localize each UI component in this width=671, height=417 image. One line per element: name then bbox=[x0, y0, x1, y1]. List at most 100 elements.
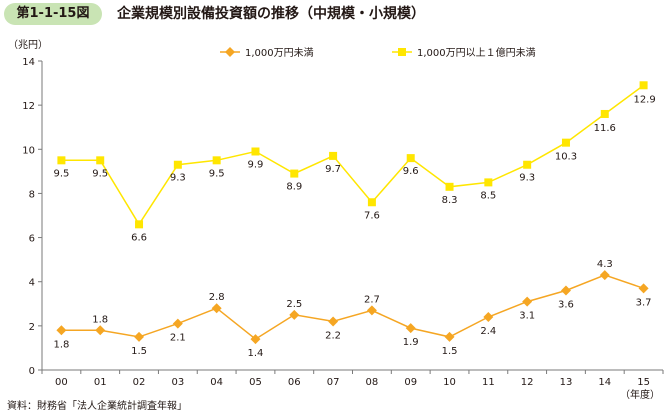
data-label: 8.3 bbox=[442, 195, 458, 206]
data-label: 2.7 bbox=[364, 294, 380, 305]
data-label: 3.1 bbox=[519, 311, 535, 322]
data-point bbox=[367, 198, 376, 207]
legend-label: 1,000万円未満 bbox=[245, 47, 314, 59]
data-label: 2.2 bbox=[325, 330, 341, 341]
data-point bbox=[638, 283, 649, 294]
x-tick-label: 00 bbox=[55, 377, 68, 388]
data-label: 6.6 bbox=[131, 232, 147, 243]
data-point bbox=[599, 270, 610, 281]
source-note: 資料：財務省「法人企業統計調査年報」 bbox=[7, 401, 187, 412]
x-tick-label: 09 bbox=[404, 377, 417, 388]
data-label: 12.9 bbox=[633, 94, 655, 105]
data-point bbox=[96, 156, 105, 165]
data-point bbox=[406, 154, 415, 163]
x-tick-label: 01 bbox=[94, 377, 107, 388]
data-point bbox=[289, 309, 300, 320]
data-label: 2.8 bbox=[209, 292, 225, 303]
legend-diamond-marker bbox=[225, 47, 235, 57]
series-2 bbox=[57, 81, 648, 229]
series-line bbox=[61, 84, 645, 226]
data-label: 3.7 bbox=[636, 297, 652, 308]
data-point bbox=[445, 182, 454, 191]
data-point bbox=[57, 156, 66, 165]
y-axis-label: （兆円） bbox=[8, 39, 48, 51]
x-tick-label: 03 bbox=[171, 377, 184, 388]
data-label: 9.3 bbox=[170, 173, 186, 184]
y-tick-label: 0 bbox=[29, 366, 35, 377]
series-line bbox=[61, 274, 644, 341]
data-label: 9.7 bbox=[325, 164, 341, 175]
data-point bbox=[483, 312, 494, 323]
x-tick-label: 15 bbox=[637, 377, 650, 388]
x-tick-label: 07 bbox=[327, 377, 340, 388]
y-tick-label: 14 bbox=[22, 57, 35, 68]
x-axis-label: （年度） bbox=[620, 388, 660, 401]
data-point bbox=[212, 156, 221, 165]
figure-number-badge: 第1-1-15図 bbox=[4, 3, 102, 25]
legend-square-marker bbox=[398, 48, 406, 56]
data-point bbox=[639, 81, 648, 90]
data-point bbox=[444, 331, 455, 342]
data-label: 1.5 bbox=[442, 346, 458, 357]
x-tick-label: 11 bbox=[482, 377, 495, 388]
data-label: 3.6 bbox=[558, 300, 574, 311]
data-point bbox=[290, 169, 299, 178]
x-tick-label: 08 bbox=[366, 377, 379, 388]
data-label: 7.6 bbox=[364, 210, 380, 221]
data-point bbox=[172, 318, 183, 329]
data-label: 1.8 bbox=[92, 314, 108, 325]
data-label: 10.3 bbox=[555, 152, 577, 163]
data-label: 9.5 bbox=[209, 168, 225, 179]
data-point bbox=[561, 138, 570, 147]
legend: 1,000万円未満 1,000万円以上１億円未満 bbox=[220, 46, 536, 59]
data-point bbox=[329, 151, 338, 160]
data-label: 1.5 bbox=[131, 346, 147, 357]
data-point bbox=[522, 296, 533, 307]
data-point bbox=[95, 325, 106, 336]
data-point bbox=[56, 325, 67, 336]
data-label: 1.8 bbox=[53, 339, 69, 350]
data-point bbox=[600, 109, 609, 118]
data-label: 4.3 bbox=[597, 259, 613, 270]
data-label: 8.5 bbox=[480, 190, 496, 201]
data-label: 9.5 bbox=[92, 168, 108, 179]
data-point bbox=[328, 316, 339, 327]
y-tick-label: 8 bbox=[29, 189, 35, 200]
data-point bbox=[405, 323, 416, 334]
y-tick-label: 2 bbox=[29, 322, 35, 333]
data-point bbox=[135, 220, 144, 229]
data-point bbox=[134, 331, 145, 342]
data-label: 9.5 bbox=[53, 168, 69, 179]
figure-title: 企業規模別設備投資額の推移（中規模・小規模） bbox=[117, 6, 425, 22]
data-label: 2.4 bbox=[480, 326, 496, 337]
legend-label: 1,000万円以上１億円未満 bbox=[417, 46, 536, 59]
x-tick-label: 04 bbox=[210, 377, 223, 388]
series-layer bbox=[56, 81, 649, 345]
y-tick-label: 4 bbox=[29, 278, 35, 289]
data-point bbox=[484, 178, 493, 187]
data-point bbox=[173, 160, 182, 169]
data-point bbox=[523, 160, 532, 169]
data-label: 9.3 bbox=[519, 173, 535, 184]
data-point bbox=[366, 305, 377, 316]
data-point bbox=[560, 285, 571, 296]
data-label: 1.9 bbox=[403, 337, 419, 348]
data-label: 9.9 bbox=[248, 159, 264, 170]
data-label: 2.5 bbox=[286, 299, 302, 310]
y-tick-label: 10 bbox=[22, 145, 35, 156]
x-tick-label: 02 bbox=[133, 377, 146, 388]
x-tick-label: 13 bbox=[560, 377, 573, 388]
data-label: 8.9 bbox=[286, 182, 302, 193]
data-point bbox=[211, 303, 222, 314]
data-point bbox=[250, 334, 261, 345]
data-point bbox=[251, 147, 260, 156]
data-label: 9.6 bbox=[403, 166, 419, 177]
data-label: 11.6 bbox=[594, 123, 616, 134]
x-tick-label: 10 bbox=[443, 377, 456, 388]
x-tick-label: 12 bbox=[521, 377, 534, 388]
data-label: 1.4 bbox=[248, 348, 264, 359]
x-tick-label: 14 bbox=[598, 377, 611, 388]
y-tick-label: 12 bbox=[22, 101, 35, 112]
